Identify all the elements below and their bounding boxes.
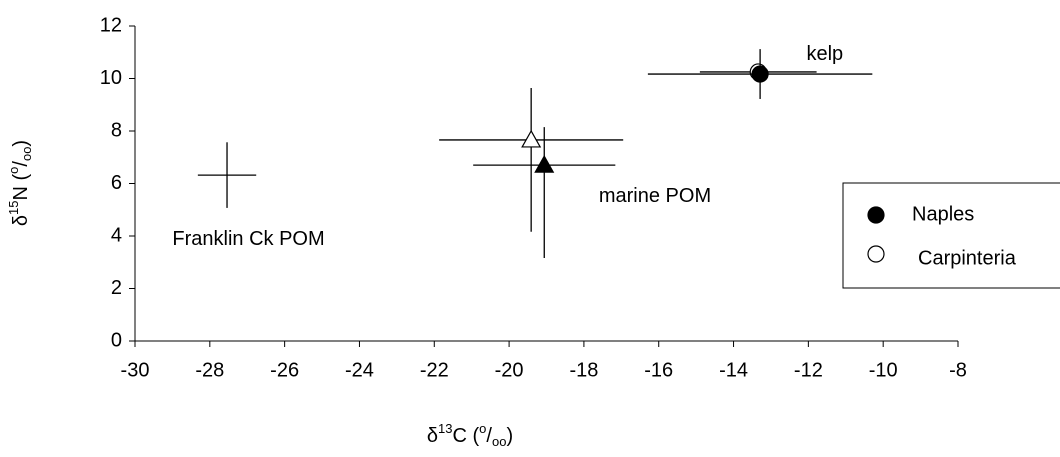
y-axis-label: δ15N (o/oo) — [6, 140, 34, 226]
legend-marker — [867, 206, 885, 224]
x-tick-label: -22 — [420, 359, 449, 381]
y-tick-label: 10 — [100, 67, 122, 89]
y-tick-label: 0 — [111, 329, 122, 351]
x-label-part: ) — [506, 425, 513, 447]
x-tick-label: -24 — [345, 359, 374, 381]
x-tick-label: -28 — [195, 359, 224, 381]
x-tick-label: -20 — [495, 359, 524, 381]
x-tick-label: -10 — [869, 359, 898, 381]
x-tick-label: -18 — [569, 359, 598, 381]
x-tick-label: -14 — [719, 359, 748, 381]
y-label-part: ) — [10, 140, 32, 147]
y-tick-label: 8 — [111, 119, 122, 141]
x-axis-label: δ13C (o/oo) — [427, 421, 513, 449]
y-tick-label: 4 — [111, 224, 122, 246]
legend-marker — [867, 245, 885, 263]
legend-box — [842, 182, 1060, 289]
x-label-part: δ — [427, 425, 438, 447]
x-label-part: C ( — [453, 425, 480, 447]
y-label-part: / — [10, 161, 32, 167]
point-marker — [521, 129, 542, 148]
annotation: kelp — [806, 43, 843, 65]
x-tick-label: -26 — [270, 359, 299, 381]
x-label-part: 13 — [438, 421, 452, 436]
annotation: marine POM — [599, 185, 711, 207]
y-label-part: oo — [19, 147, 34, 161]
legend-label: Carpinteria — [918, 247, 1017, 269]
x-tick-label: -12 — [794, 359, 823, 381]
y-label-part: N ( — [10, 174, 32, 201]
y-tick-label: 12 — [100, 14, 122, 36]
x-tick-label: -30 — [121, 359, 150, 381]
y-label-part: δ — [10, 215, 32, 226]
x-tick-label: -16 — [644, 359, 673, 381]
legend-label: Naples — [912, 203, 974, 225]
y-tick-label: 6 — [111, 172, 122, 194]
y-label-part: 15 — [6, 201, 21, 215]
y-tick-label: 2 — [111, 277, 122, 299]
x-label-part: oo — [492, 434, 506, 449]
point-marker — [534, 154, 555, 173]
x-label-part: o — [479, 421, 486, 436]
point-marker — [751, 65, 769, 83]
x-tick-label: -8 — [949, 359, 967, 381]
x-label-part: / — [486, 425, 492, 447]
annotation: Franklin Ck POM — [172, 228, 324, 250]
y-label-part: o — [6, 167, 21, 174]
